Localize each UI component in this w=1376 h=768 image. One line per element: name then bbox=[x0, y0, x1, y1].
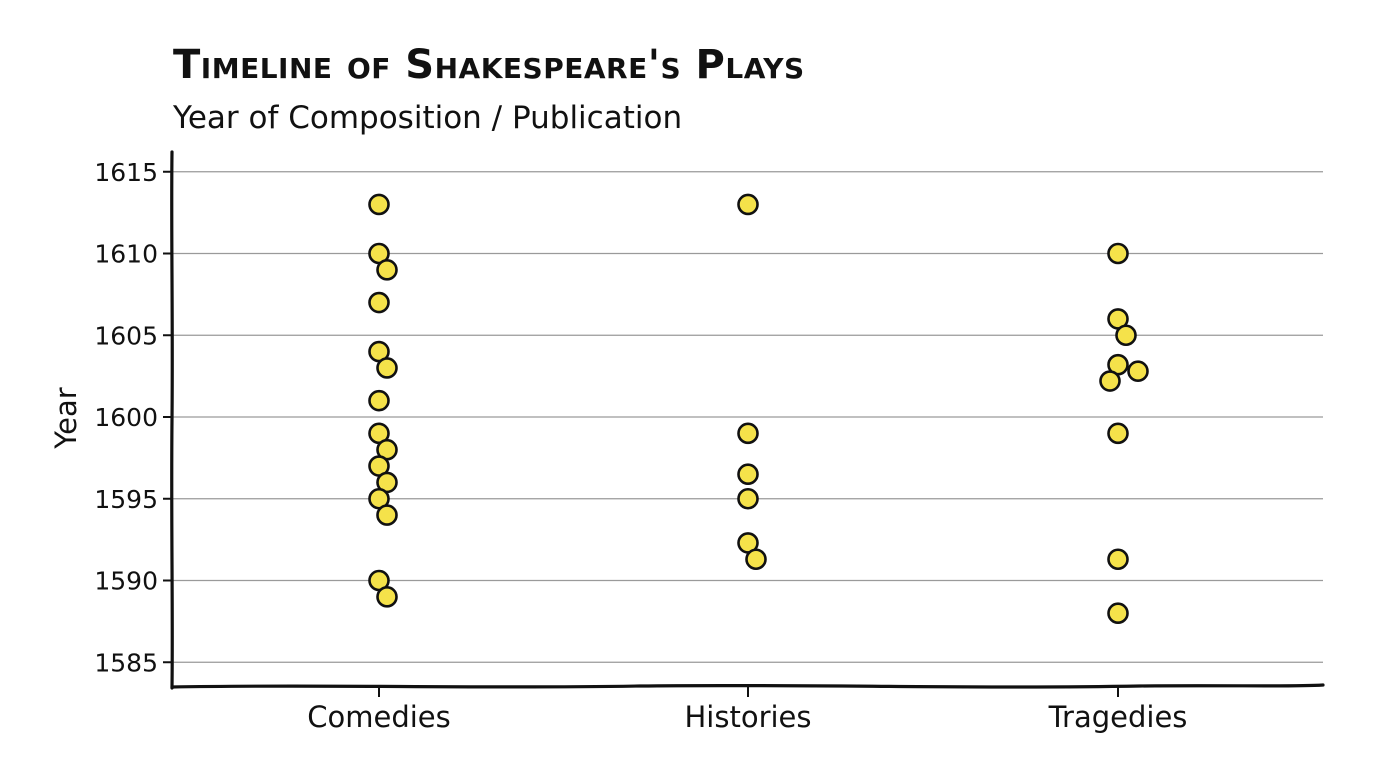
x-tick-label: Tragedies bbox=[1048, 700, 1188, 734]
data-point-histories bbox=[737, 422, 759, 445]
y-tick-label: 1590 bbox=[94, 567, 158, 596]
y-tick-label: 1605 bbox=[94, 321, 158, 350]
data-point-comedies bbox=[368, 193, 390, 216]
data-point-histories bbox=[737, 463, 759, 486]
data-point-tragedies bbox=[1115, 324, 1137, 347]
data-point-tragedies bbox=[1107, 602, 1129, 625]
y-tick-label: 1595 bbox=[94, 485, 158, 514]
x-axis-line bbox=[170, 683, 1325, 689]
y-tick-label: 1615 bbox=[94, 158, 158, 187]
data-points bbox=[368, 193, 1149, 625]
x-tick-label: Histories bbox=[684, 700, 811, 734]
gridlines bbox=[172, 171, 1323, 663]
x-tick-label: Comedies bbox=[307, 700, 451, 734]
y-axis-ticks: 1585 1590 1595 1600 1605 1610 1615 bbox=[94, 158, 172, 677]
data-point-comedies bbox=[368, 389, 390, 412]
data-point-histories bbox=[737, 193, 759, 216]
data-point-comedies bbox=[376, 357, 398, 379]
y-axis-label: Year bbox=[49, 387, 83, 449]
data-point-tragedies bbox=[1107, 548, 1129, 571]
data-point-histories bbox=[737, 487, 759, 510]
data-point-comedies bbox=[376, 504, 398, 526]
data-point-histories bbox=[745, 548, 767, 571]
data-point-tragedies bbox=[1107, 422, 1129, 445]
y-tick-label: 1610 bbox=[94, 240, 158, 269]
chart-subtitle: Year of Composition / Publication bbox=[173, 100, 683, 136]
y-tick-label: 1600 bbox=[94, 403, 158, 432]
data-point-comedies bbox=[376, 259, 398, 281]
y-tick-label: 1585 bbox=[94, 648, 158, 677]
data-point-comedies bbox=[376, 586, 398, 608]
data-point-comedies bbox=[368, 291, 390, 314]
data-point-tragedies bbox=[1107, 242, 1129, 265]
chart-title: Timeline of Shakespeare's Plays bbox=[173, 42, 805, 88]
y-axis-line bbox=[170, 150, 174, 690]
x-axis-ticks: Comedies Histories Tragedies bbox=[307, 687, 1187, 734]
data-point-tragedies bbox=[1127, 360, 1149, 383]
data-point-tragedies bbox=[1099, 370, 1121, 392]
